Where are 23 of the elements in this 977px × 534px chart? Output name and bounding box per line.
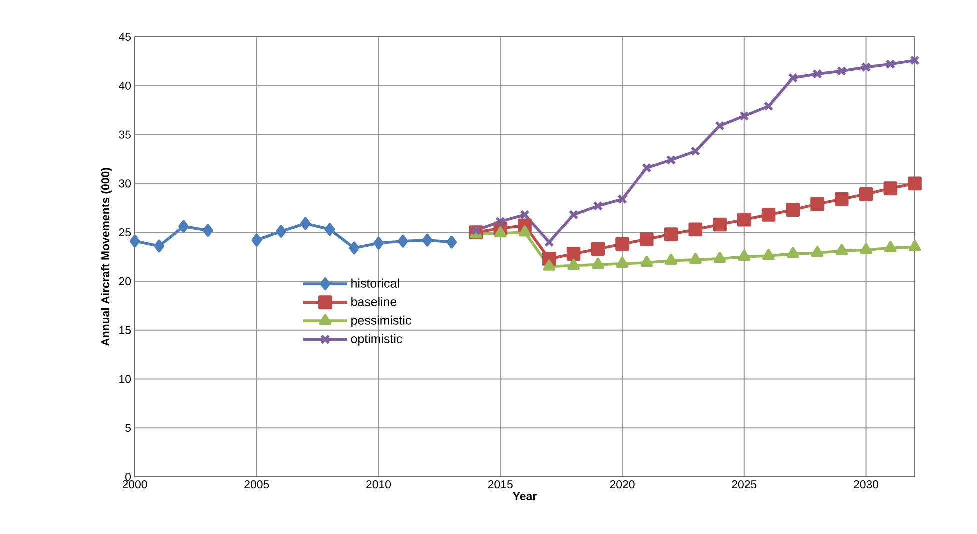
y-tick-label: 10 [120, 375, 132, 384]
y-tick-label: 5 [126, 424, 131, 432]
y-tick-label: 15 [120, 326, 131, 334]
y-tick-label: 20 [119, 277, 132, 286]
y-tick-label: 30 [119, 180, 132, 188]
legend-label: optimistic [351, 334, 402, 346]
y-tick-label: 0 [126, 472, 132, 482]
y-tick-label: 25 [119, 228, 131, 237]
x-tick-label: 2005 [244, 480, 270, 489]
legend-label: pessimistic [352, 316, 412, 328]
y-tick-label: 40 [119, 82, 132, 90]
y-axis-title: Annual Aircraft Movements (000) [101, 168, 112, 346]
x-tick-label: 2025 [732, 480, 757, 489]
x-tick-label: 2000 [122, 480, 148, 489]
legend-label: historical [352, 278, 400, 288]
y-tick-label: 35 [119, 130, 131, 139]
x-axis-title: Year [513, 492, 537, 500]
x-tick-label: 2030 [854, 480, 879, 489]
x-tick-label: 2010 [366, 480, 392, 489]
x-tick-label: 2020 [610, 480, 635, 489]
x-tick-label: 2015 [488, 480, 513, 489]
legend-label: baseline [352, 297, 397, 306]
y-tick-label: 45 [119, 33, 131, 41]
